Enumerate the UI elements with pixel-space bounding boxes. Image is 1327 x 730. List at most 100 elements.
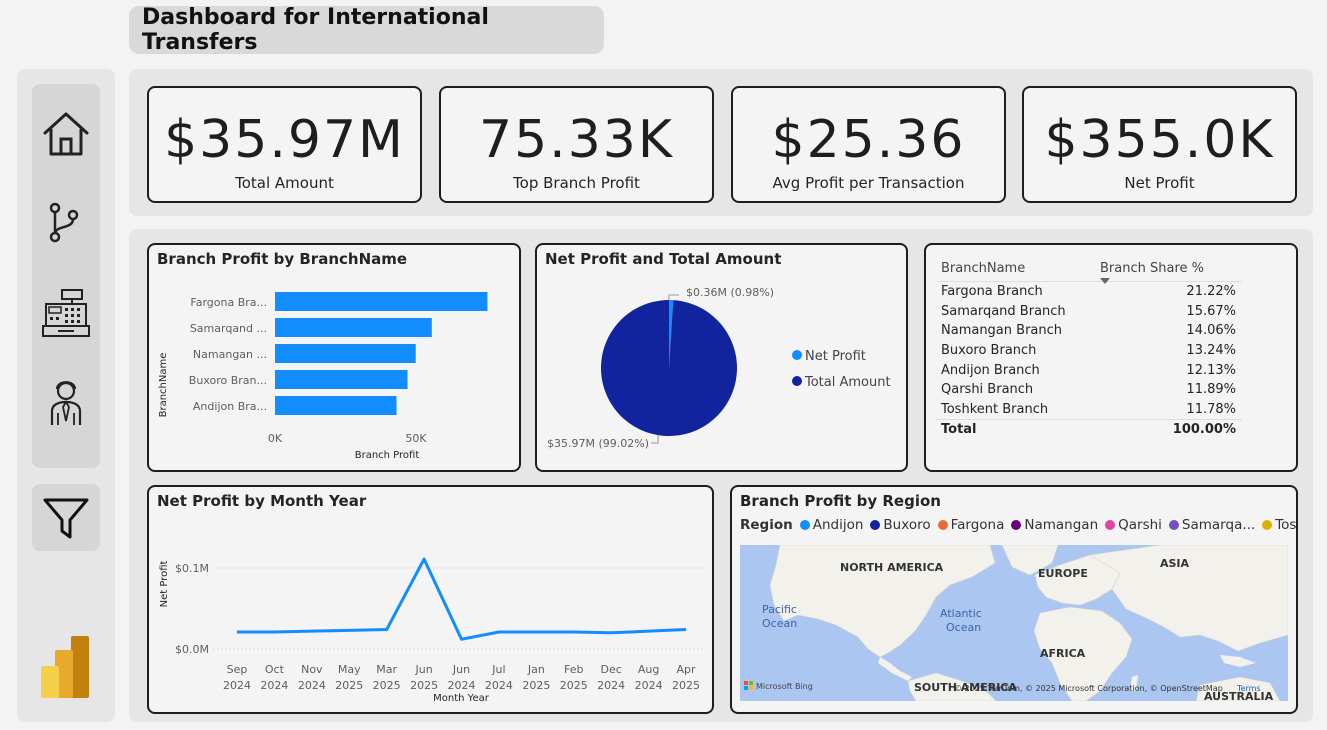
- bar[interactable]: [275, 344, 416, 363]
- map-label: ASIA: [1160, 557, 1190, 570]
- bar-chart-svg: BranchName Branch Profit 0K 50K Fargona …: [158, 292, 488, 461]
- map-copyright: © 2025 TomTom, © 2025 Microsoft Corporat…: [954, 684, 1223, 693]
- y-tick-label: $0.0M: [175, 643, 209, 656]
- x-tick-year: 2025: [410, 679, 438, 692]
- kpi-label: Avg Profit per Transaction: [772, 174, 965, 192]
- home-icon[interactable]: [40, 108, 92, 160]
- table-row[interactable]: Qarshi Branch 11.89%: [936, 380, 1242, 400]
- kpi-value: 75.33K: [479, 110, 674, 170]
- map-label: AUSTRALIA: [1204, 690, 1274, 701]
- x-tick-month: Nov: [301, 663, 323, 676]
- bar[interactable]: [275, 396, 397, 415]
- table-row[interactable]: Namangan Branch 14.06%: [936, 321, 1242, 341]
- line-chart-svg: Net Profit Month Year $0.1M $0.0M Sep 202…: [159, 557, 702, 704]
- user-icon[interactable]: [40, 377, 92, 429]
- kpi-card-top-branch-profit[interactable]: 75.33K Top Branch Profit: [439, 86, 714, 203]
- x-tick-year: 2024: [298, 679, 326, 692]
- legend-item[interactable]: Namangan: [1011, 517, 1098, 533]
- kpi-card-avg-profit[interactable]: $25.36 Avg Profit per Transaction: [731, 86, 1006, 203]
- cell-branchname: Samarqand Branch: [941, 303, 1066, 319]
- x-axis-label: Branch Profit: [355, 450, 420, 461]
- filter-button[interactable]: [32, 484, 100, 551]
- pie-slice[interactable]: [601, 300, 738, 436]
- table-body: Fargona Branch 21.22% Samarqand Branch 15.6…: [936, 282, 1242, 419]
- x-tick-month: Jul: [491, 663, 505, 676]
- map-legend: Region Andijon Buxoro Fargona Namangan Q…: [740, 517, 1296, 533]
- legend-item[interactable]: Qarshi: [1105, 517, 1162, 533]
- branch-icon[interactable]: [40, 197, 92, 249]
- cell-branch-share: 11.89%: [1186, 382, 1236, 398]
- bar[interactable]: [275, 370, 408, 389]
- main-panel: Branch Profit by BranchName BranchName B…: [129, 229, 1313, 722]
- bar[interactable]: [275, 318, 432, 337]
- kpi-value: $25.36: [771, 110, 966, 170]
- x-tick-year: 2024: [485, 679, 513, 692]
- legend-label: Net Profit: [805, 349, 866, 364]
- map-canvas[interactable]: NORTH AMERICA EUROPE ASIA Pacific Ocean …: [740, 545, 1288, 701]
- chart-title: Branch Profit by BranchName: [157, 250, 408, 268]
- cell-branch-share: 12.13%: [1186, 362, 1236, 378]
- legend-item[interactable]: Samarqa...: [1168, 517, 1255, 533]
- legend-item[interactable]: Fargona: [937, 517, 1004, 533]
- series-line[interactable]: [237, 557, 687, 641]
- x-tick-month: Dec: [601, 663, 622, 676]
- legend-item[interactable]: Toshkent: [1262, 517, 1296, 533]
- map-label: AFRICA: [1040, 647, 1086, 660]
- map-label: SOUTH AMERICA: [914, 681, 1017, 694]
- cell-branchname: Andijon Branch: [941, 362, 1040, 378]
- net-profit-pie-chart[interactable]: Net Profit and Total Amount $0.36M (0.98…: [535, 243, 908, 472]
- legend-item[interactable]: Buxoro: [870, 517, 931, 533]
- x-tick-month: Mar: [376, 663, 397, 676]
- y-tick-label: Buxoro Bran...: [189, 374, 267, 387]
- cash-register-icon[interactable]: [40, 287, 92, 339]
- kpi-label: Total Amount: [235, 174, 334, 192]
- x-tick-month: Oct: [265, 663, 285, 676]
- bar[interactable]: [275, 292, 488, 311]
- table-row[interactable]: Buxoro Branch 13.24%: [936, 341, 1242, 361]
- map-label: EUROPE: [1038, 567, 1088, 580]
- net-profit-line-chart[interactable]: Net Profit by Month Year Net Profit Mont…: [147, 485, 714, 714]
- y-tick-label: Namangan ...: [193, 348, 267, 361]
- pie-data-label-small: $0.36M (0.98%): [686, 286, 774, 299]
- power-bi-logo: [41, 636, 89, 698]
- x-tick-year: 2025: [560, 679, 588, 692]
- map-label: Ocean: [946, 621, 981, 634]
- column-header-branch-share[interactable]: Branch Share %: [1100, 261, 1236, 284]
- kpi-label: Net Profit: [1124, 174, 1195, 192]
- table-row[interactable]: Fargona Branch 21.22%: [936, 282, 1242, 302]
- x-tick-month: Sep: [227, 663, 248, 676]
- legend-item[interactable]: Andijon: [799, 517, 863, 533]
- map-terms-link[interactable]: Terms: [1236, 684, 1261, 693]
- cell-branchname: Buxoro Branch: [941, 343, 1037, 359]
- x-tick-month: Jun: [414, 663, 432, 676]
- x-tick-year: 2025: [522, 679, 550, 692]
- svg-text:Microsoft Bing: Microsoft Bing: [756, 682, 813, 691]
- y-tick-label: Andijon Bra...: [193, 400, 267, 413]
- chart-title: Net Profit by Month Year: [157, 492, 367, 510]
- cell-branchname: Namangan Branch: [941, 323, 1063, 339]
- page-title: Dashboard for International Transfers: [129, 5, 604, 55]
- table: BranchName Branch Share % Fargona Branch…: [936, 255, 1242, 439]
- map-label: NORTH AMERICA: [840, 561, 944, 574]
- branch-profit-map[interactable]: Branch Profit by Region Region Andijon B…: [730, 485, 1298, 714]
- map-label: Atlantic: [940, 607, 982, 620]
- x-tick-year: 2025: [335, 679, 363, 692]
- column-header-branchname[interactable]: BranchName: [941, 260, 1026, 276]
- table-row[interactable]: Samarqand Branch 15.67%: [936, 302, 1242, 322]
- pie-slice[interactable]: [669, 300, 674, 368]
- chart-title: Net Profit and Total Amount: [545, 250, 782, 268]
- branch-share-table[interactable]: BranchName Branch Share % Fargona Branch…: [924, 243, 1298, 472]
- filter-icon: [43, 498, 89, 538]
- table-row[interactable]: Toshkent Branch 11.78%: [936, 400, 1242, 420]
- table-row[interactable]: Andijon Branch 12.13%: [936, 360, 1242, 380]
- sidebar: [17, 69, 115, 722]
- kpi-card-net-profit[interactable]: $355.0K Net Profit: [1022, 86, 1297, 203]
- y-axis-label: BranchName: [158, 353, 169, 418]
- kpi-card-total-amount[interactable]: $35.97M Total Amount: [147, 86, 422, 203]
- x-tick-month: Aug: [638, 663, 659, 676]
- cell-branch-share: 15.67%: [1186, 303, 1236, 319]
- branch-profit-chart[interactable]: Branch Profit by BranchName BranchName B…: [147, 243, 521, 472]
- x-tick-month: Feb: [564, 663, 583, 676]
- total-label: Total: [941, 421, 977, 437]
- x-tick-year: 2024: [260, 679, 288, 692]
